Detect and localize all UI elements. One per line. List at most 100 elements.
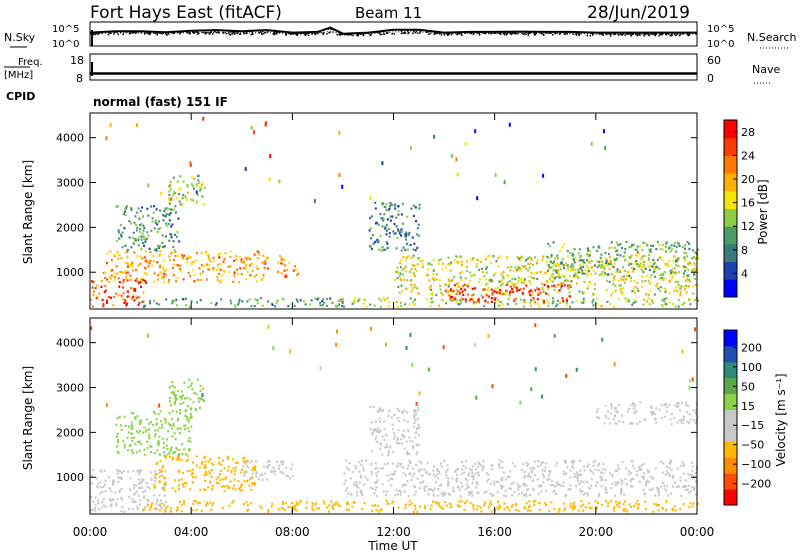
- heatmap-cell: [492, 493, 495, 496]
- heatmap-cell: [669, 269, 672, 272]
- heatmap-cell: [592, 461, 595, 464]
- heatmap-cell: [419, 505, 421, 508]
- heatmap-cell: [672, 303, 674, 306]
- heatmap-cell: [681, 486, 684, 489]
- heatmap-cell: [251, 269, 254, 272]
- heatmap-noise: [289, 349, 291, 354]
- nsky-point: [555, 32, 557, 35]
- heatmap-cell: [470, 287, 473, 290]
- heatmap-cell: [580, 301, 583, 304]
- heatmap-cell: [476, 300, 479, 303]
- heatmap-cell: [92, 500, 95, 503]
- heatmap-cell: [414, 436, 417, 439]
- heatmap-cell: [502, 293, 504, 296]
- nsky-point: [94, 33, 97, 36]
- nsky-point: [240, 30, 242, 32]
- heatmap-cell: [182, 255, 185, 258]
- heatmap-cell: [439, 288, 442, 291]
- heatmap-cell: [521, 292, 524, 295]
- heatmap-cell: [136, 505, 139, 508]
- heatmap-cell: [261, 261, 264, 265]
- heatmap-cell: [293, 505, 296, 508]
- heatmap-cell: [572, 257, 575, 261]
- heatmap-cell: [693, 262, 696, 265]
- heatmap-cell: [475, 472, 478, 475]
- heatmap-cell: [397, 213, 400, 216]
- heatmap-cell: [266, 257, 269, 260]
- heatmap-cell: [178, 457, 181, 460]
- nsky-point: [614, 33, 617, 35]
- heatmap-cell: [580, 480, 583, 483]
- heatmap-cell: [179, 412, 181, 415]
- heatmap-cell: [170, 417, 173, 420]
- y-tick-label: 2000: [56, 426, 84, 439]
- heatmap-cell: [536, 464, 539, 468]
- heatmap-cell: [259, 505, 262, 508]
- heatmap-cell: [486, 480, 489, 483]
- heatmap-cell: [679, 409, 681, 412]
- heatmap-cell: [381, 453, 384, 456]
- heatmap-cell: [208, 268, 211, 271]
- heatmap-cell: [460, 287, 463, 290]
- heatmap-cell: [694, 277, 696, 280]
- heatmap-cell: [553, 508, 556, 511]
- heatmap-cell: [207, 460, 210, 463]
- heatmap-cell: [665, 242, 668, 245]
- colorbar-swatch: [724, 409, 737, 426]
- heatmap-cell: [373, 492, 376, 495]
- heatmap-cell: [597, 494, 600, 498]
- heatmap-cell: [426, 462, 429, 465]
- heatmap-cell: [159, 499, 162, 502]
- heatmap-cell: [147, 261, 150, 264]
- nsky-point: [329, 28, 332, 30]
- heatmap-cell: [481, 267, 483, 270]
- heatmap-cell: [408, 231, 411, 234]
- heatmap-cell: [663, 484, 666, 487]
- heatmap-cell: [592, 472, 595, 475]
- heatmap-cell: [684, 247, 686, 250]
- nsky-point: [192, 31, 194, 33]
- nsky-point: [648, 31, 651, 34]
- heatmap-cell: [493, 483, 496, 486]
- heatmap-cell: [523, 506, 526, 509]
- heatmap-cell: [201, 195, 204, 198]
- heatmap-cell: [617, 502, 620, 505]
- heatmap-cell: [90, 298, 92, 301]
- heatmap-cell: [142, 224, 145, 227]
- heatmap-cell: [190, 382, 193, 385]
- heatmap-cell: [649, 250, 652, 253]
- heatmap-cell: [266, 464, 269, 467]
- heatmap-cell: [568, 284, 571, 287]
- heatmap-cell: [128, 444, 131, 448]
- heatmap-cell: [390, 203, 393, 206]
- heatmap-cell: [553, 284, 556, 287]
- nsky-point: [400, 30, 403, 32]
- heatmap-cell: [109, 275, 112, 278]
- heatmap-cell: [412, 272, 415, 275]
- heatmap-cell: [519, 278, 522, 281]
- heatmap-cell: [613, 509, 616, 512]
- heatmap-cell: [499, 506, 502, 509]
- heatmap-cell: [622, 275, 625, 278]
- nsky-point: [393, 33, 395, 35]
- heatmap-cell: [142, 431, 144, 434]
- heatmap-cell: [160, 474, 163, 477]
- heatmap-cell: [157, 227, 160, 231]
- heatmap-cell: [384, 226, 387, 229]
- heatmap-cell: [173, 393, 176, 397]
- heatmap-cell: [179, 270, 182, 273]
- heatmap-cell: [412, 425, 415, 428]
- nsky-point: [458, 32, 460, 34]
- heatmap-cell: [174, 400, 177, 403]
- heatmap-cell: [561, 275, 563, 278]
- heatmap-cell: [669, 418, 672, 421]
- heatmap-cell: [188, 420, 190, 423]
- heatmap-cell: [485, 294, 488, 297]
- heatmap-cell: [510, 482, 513, 485]
- heatmap-cell: [178, 488, 180, 491]
- heatmap-cell: [623, 500, 626, 503]
- heatmap-cell: [182, 258, 185, 261]
- nsky-point: [352, 34, 354, 37]
- heatmap-cell: [116, 472, 119, 475]
- heatmap-cell: [146, 504, 149, 507]
